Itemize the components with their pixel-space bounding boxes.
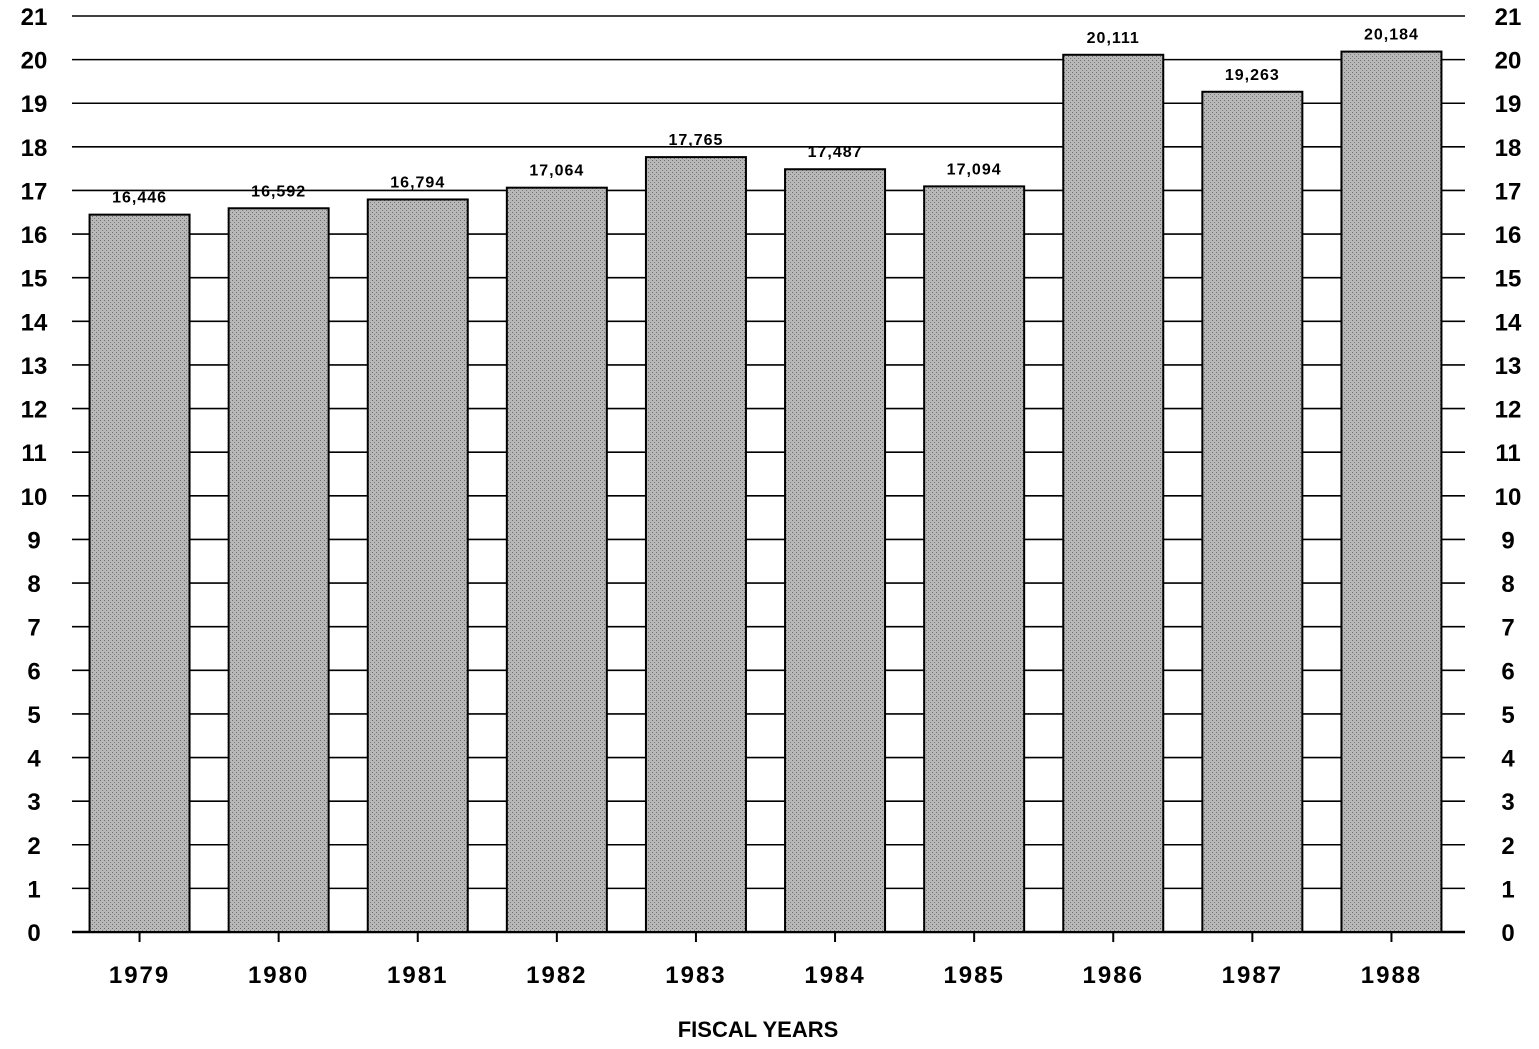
y-tick-label-right-12: 12: [1495, 397, 1522, 424]
y-tick-label-right-18: 18: [1495, 135, 1522, 162]
y-tick-label-right-16: 16: [1495, 222, 1522, 249]
y-tick-label-right-15: 15: [1495, 266, 1522, 293]
y-tick-label-left-3: 3: [27, 789, 40, 816]
data-label-1982: 17,064: [529, 163, 584, 180]
y-tick-label-left-20: 20: [21, 48, 48, 75]
y-tick-label-left-14: 14: [21, 309, 48, 336]
bar-1983: [644, 156, 747, 934]
x-tick-label-1981: 1981: [387, 962, 448, 989]
y-tick-label-left-13: 13: [21, 353, 48, 380]
y-tick-label-right-14: 14: [1495, 309, 1522, 336]
y-tick-label-left-1: 1: [27, 876, 40, 903]
y-tick-label-left-4: 4: [27, 746, 41, 773]
y-tick-label-left-16: 16: [21, 222, 48, 249]
y-tick-label-left-21: 21: [21, 4, 48, 31]
bar-1979: [88, 213, 191, 934]
bar-1988: [1340, 50, 1443, 934]
y-tick-label-right-1: 1: [1501, 876, 1514, 903]
x-tick-label-1984: 1984: [804, 962, 865, 989]
data-label-1986: 20,111: [1087, 30, 1140, 47]
data-label-1981: 16,794: [390, 174, 445, 191]
x-tick-label-1980: 1980: [248, 962, 309, 989]
y-tick-label-left-12: 12: [21, 397, 48, 424]
x-tick-label-1982: 1982: [526, 962, 587, 989]
y-tick-label-left-2: 2: [27, 833, 40, 860]
data-label-1984: 17,487: [808, 144, 863, 161]
x-axis: 1979 1980 1981 1982 1983 1984 1985 1986 1987 1988: [109, 932, 1422, 989]
x-tick-label-1987: 1987: [1222, 962, 1283, 989]
x-axis-title: FISCAL YEARS: [678, 1017, 839, 1042]
bar-1985: [923, 185, 1026, 934]
y-tick-label-right-11: 11: [1495, 440, 1520, 467]
data-label-1983: 17,765: [668, 132, 723, 149]
data-label-1985: 17,094: [947, 161, 1002, 178]
y-tick-label-right-4: 4: [1501, 746, 1515, 773]
bars: [88, 50, 1443, 934]
bar-1980: [227, 207, 330, 933]
y-tick-label-right-13: 13: [1495, 353, 1522, 380]
y-tick-label-right-5: 5: [1501, 702, 1514, 729]
x-tick-label-1983: 1983: [665, 962, 726, 989]
y-tick-label-right-19: 19: [1495, 91, 1522, 118]
x-tick-label-1985: 1985: [943, 962, 1004, 989]
y-tick-label-right-2: 2: [1501, 833, 1514, 860]
y-tick-label-left-10: 10: [21, 484, 48, 511]
y-tick-label-left-17: 17: [21, 178, 48, 205]
data-label-1987: 19,263: [1225, 67, 1280, 84]
bar-1982: [505, 186, 608, 933]
y-tick-label-right-3: 3: [1501, 789, 1514, 816]
y-tick-label-right-10: 10: [1495, 484, 1522, 511]
y-tick-label-left-7: 7: [27, 615, 40, 642]
x-tick-label-1979: 1979: [109, 962, 170, 989]
y-tick-label-left-0: 0: [27, 920, 40, 947]
bar-1986: [1062, 53, 1165, 933]
data-label-1988: 20,184: [1364, 27, 1419, 44]
y-tick-label-left-18: 18: [21, 135, 48, 162]
data-label-1980: 16,592: [251, 183, 306, 200]
y-tick-label-left-9: 9: [27, 527, 40, 554]
x-tick-label-1988: 1988: [1361, 962, 1422, 989]
y-tick-label-right-0: 0: [1501, 920, 1514, 947]
bar-1984: [784, 168, 887, 934]
y-tick-label-left-8: 8: [27, 571, 40, 598]
y-tick-label-left-5: 5: [27, 702, 40, 729]
y-tick-label-left-6: 6: [27, 658, 40, 685]
bar-1981: [366, 198, 469, 933]
data-labels: 16,446 16,592 16,794 17,064 17,765 17,487 17,0…: [112, 27, 1419, 207]
y-tick-label-left-15: 15: [21, 266, 48, 293]
x-tick-label-1986: 1986: [1083, 962, 1144, 989]
bar-1987: [1201, 90, 1304, 933]
y-tick-label-right-20: 20: [1495, 48, 1522, 75]
y-tick-label-right-17: 17: [1495, 178, 1522, 205]
data-label-1979: 16,446: [112, 190, 167, 207]
y-tick-label-left-11: 11: [21, 440, 46, 467]
y-tick-label-right-8: 8: [1501, 571, 1514, 598]
y-tick-label-right-7: 7: [1501, 615, 1514, 642]
y-tick-label-right-6: 6: [1501, 658, 1514, 685]
y-tick-label-right-21: 21: [1495, 4, 1522, 31]
y-tick-label-right-9: 9: [1501, 527, 1514, 554]
y-tick-label-left-19: 19: [21, 91, 48, 118]
